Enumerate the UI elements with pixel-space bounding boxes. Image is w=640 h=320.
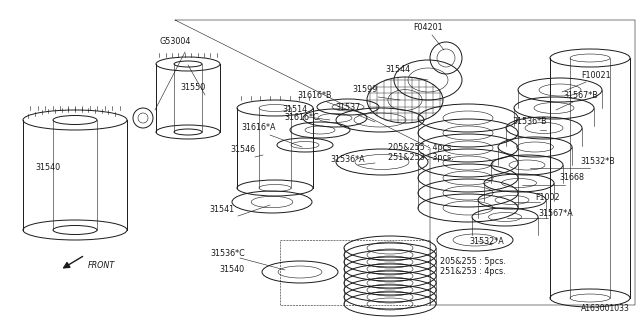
Text: 31537: 31537 xyxy=(335,103,360,113)
Text: F1002: F1002 xyxy=(536,194,560,203)
Text: 205&255 : 5pcs.: 205&255 : 5pcs. xyxy=(440,258,506,267)
Text: 31544: 31544 xyxy=(385,66,411,75)
Text: 205&255 : 4pcs.: 205&255 : 4pcs. xyxy=(388,143,454,153)
Text: 31540: 31540 xyxy=(35,164,61,172)
Text: F04201: F04201 xyxy=(413,23,443,33)
Text: 31540: 31540 xyxy=(220,266,244,275)
Text: 31567*A: 31567*A xyxy=(539,209,573,218)
Text: 31541: 31541 xyxy=(209,205,235,214)
Text: 31567*B: 31567*B xyxy=(564,91,598,100)
Text: 31668: 31668 xyxy=(559,173,584,182)
Text: FRONT: FRONT xyxy=(88,261,115,270)
Text: G53004: G53004 xyxy=(159,37,191,46)
Text: 31532*A: 31532*A xyxy=(470,237,504,246)
Text: 31536*C: 31536*C xyxy=(211,249,245,258)
Text: 31536*A: 31536*A xyxy=(331,156,365,164)
Text: 251&253 : 3pcs.: 251&253 : 3pcs. xyxy=(388,154,454,163)
Text: 31514: 31514 xyxy=(282,106,308,115)
Text: 251&253 : 4pcs.: 251&253 : 4pcs. xyxy=(440,268,506,276)
Text: 31616*B: 31616*B xyxy=(298,91,332,100)
Text: 31616*A: 31616*A xyxy=(242,124,276,132)
Text: 31536*B: 31536*B xyxy=(513,117,547,126)
Text: A163001033: A163001033 xyxy=(581,304,630,313)
Text: 31546: 31546 xyxy=(230,146,255,155)
Text: 31616*C: 31616*C xyxy=(285,114,319,123)
Text: 31550: 31550 xyxy=(180,84,205,92)
Text: 31599: 31599 xyxy=(352,85,378,94)
Text: F10021: F10021 xyxy=(581,70,611,79)
Text: 31532*B: 31532*B xyxy=(580,157,616,166)
